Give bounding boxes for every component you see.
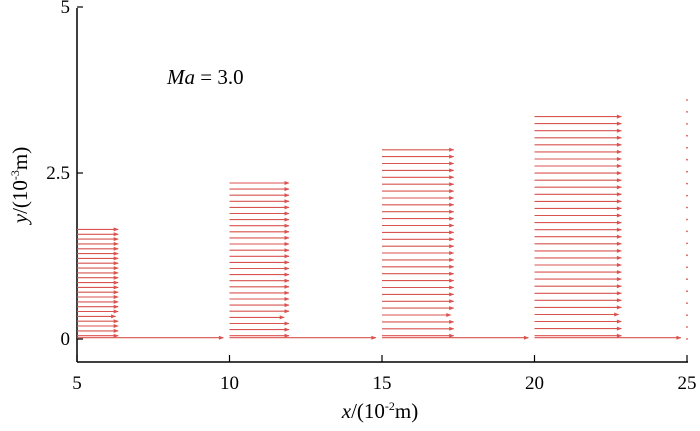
right-boundary-marker bbox=[686, 99, 688, 340]
right-marker-dot bbox=[686, 194, 688, 197]
right-marker-dot bbox=[686, 218, 688, 221]
x-tick-label-20: 20 bbox=[525, 373, 544, 394]
right-marker-dot bbox=[686, 182, 688, 185]
x-tick-label-25: 25 bbox=[678, 373, 697, 394]
right-marker-dot bbox=[686, 170, 688, 173]
right-marker-dot bbox=[686, 290, 688, 293]
right-marker-dot bbox=[686, 146, 688, 149]
right-marker-dot bbox=[686, 206, 688, 209]
right-marker-dot bbox=[686, 134, 688, 137]
mach-annotation: Ma = 3.0 bbox=[166, 65, 244, 89]
y-axis-label: y/(10-3m) bbox=[8, 147, 32, 225]
right-marker-dot bbox=[686, 266, 688, 269]
right-marker-dot bbox=[686, 158, 688, 161]
y-tick-label-2.5: 2.5 bbox=[46, 163, 70, 184]
right-marker-dot bbox=[686, 326, 688, 328]
tick-labels: 5 10 15 20 25 0 2.5 5 bbox=[46, 0, 696, 394]
axes bbox=[76, 8, 688, 363]
right-marker-dot bbox=[686, 254, 688, 257]
right-marker-dot bbox=[686, 99, 688, 101]
x-tick-label-10: 10 bbox=[220, 373, 239, 394]
right-marker-dot bbox=[686, 242, 688, 245]
y-tick-label-0: 0 bbox=[61, 329, 71, 350]
x-tick-label-15: 15 bbox=[373, 373, 392, 394]
right-marker-dot bbox=[686, 230, 688, 233]
right-marker-dot bbox=[686, 302, 688, 304]
tick-marks bbox=[76, 6, 688, 362]
x-tick-label-5: 5 bbox=[72, 373, 82, 394]
x-axis-label: x/(10-2m) bbox=[341, 399, 418, 423]
y-tick-label-5: 5 bbox=[61, 0, 71, 18]
right-marker-dot bbox=[686, 338, 688, 340]
velocity-arrows bbox=[77, 114, 682, 340]
right-marker-dot bbox=[686, 111, 688, 113]
right-marker-dot bbox=[686, 278, 688, 281]
right-marker-dot bbox=[686, 314, 688, 316]
right-marker-dot bbox=[686, 123, 688, 125]
